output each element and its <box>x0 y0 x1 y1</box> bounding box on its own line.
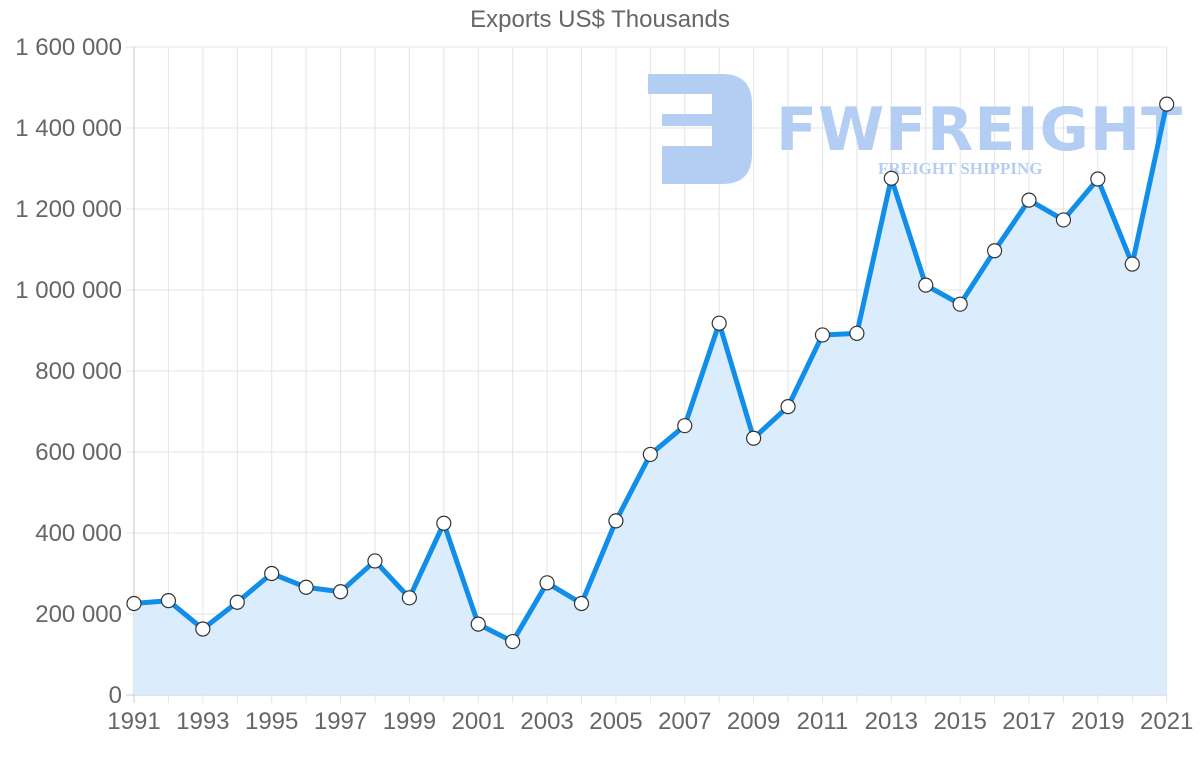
data-point-1993[interactable] <box>195 621 211 637</box>
data-point-1992[interactable] <box>160 593 177 609</box>
watermark-tagline: FREIGHT SHIPPING <box>878 159 1043 178</box>
watermark-brand: FWFREIGHT <box>776 95 1183 165</box>
data-point-2015[interactable] <box>952 296 968 312</box>
y-tick-label: 1 600 000 <box>15 34 122 61</box>
x-tick-label: 2015 <box>933 708 986 735</box>
data-point-1991[interactable] <box>126 595 142 612</box>
area-fill <box>134 104 1167 696</box>
data-point-2003[interactable] <box>539 575 555 591</box>
data-point-2007[interactable] <box>677 418 693 434</box>
data-point-2010[interactable] <box>780 399 796 415</box>
x-axis: 1991 1993 1995 1997 1999 2001 2003 2005 2007 2009… <box>107 708 1193 735</box>
x-tick-label: 2017 <box>1002 708 1055 735</box>
y-tick-label: 400 000 <box>35 520 122 547</box>
y-tick-label: 1 200 000 <box>15 196 122 223</box>
data-point-2000[interactable] <box>436 515 452 531</box>
data-point-2005[interactable] <box>608 513 624 529</box>
x-tick-label: 2011 <box>797 708 849 735</box>
x-tick-label: 2005 <box>589 708 642 735</box>
x-tick-label: 2007 <box>658 708 711 735</box>
data-point-2012[interactable] <box>849 325 865 341</box>
y-tick-label: 600 000 <box>35 439 122 466</box>
data-point-2011[interactable] <box>814 327 831 343</box>
logo-mark-icon <box>648 74 752 184</box>
data-point-2021[interactable] <box>1159 96 1175 112</box>
data-point-1994[interactable] <box>229 594 245 610</box>
data-point-1999[interactable] <box>401 590 417 606</box>
data-point-2017[interactable] <box>1021 192 1037 208</box>
x-tick-label: 1991 <box>107 708 160 735</box>
x-tick-label: 2019 <box>1071 708 1124 735</box>
y-tick-label: 1 400 000 <box>15 115 122 142</box>
data-point-1996[interactable] <box>298 579 314 595</box>
data-point-2014[interactable] <box>918 277 934 293</box>
data-point-2020[interactable] <box>1124 256 1140 272</box>
data-point-2008[interactable] <box>711 315 727 331</box>
x-tick-label: 2013 <box>865 708 918 735</box>
y-tick-label: 800 000 <box>35 358 122 385</box>
fwfreight-watermark-logo: FWFREIGHT FREIGHT SHIPPING <box>648 74 1183 184</box>
data-point-2001[interactable] <box>470 616 486 632</box>
y-tick-label: 200 000 <box>35 601 122 628</box>
chart-title: Exports US$ Thousands <box>470 6 730 33</box>
data-point-2019[interactable] <box>1090 171 1106 187</box>
data-point-2016[interactable] <box>986 243 1003 259</box>
data-point-2018[interactable] <box>1055 212 1072 228</box>
data-point-2004[interactable] <box>573 595 590 612</box>
data-point-1998[interactable] <box>367 553 383 569</box>
x-tick-label: 1997 <box>314 708 367 735</box>
x-tick-label: 2009 <box>727 708 780 735</box>
data-point-2002[interactable] <box>505 633 521 650</box>
x-tick-label: 1993 <box>176 708 229 735</box>
x-tick-label: 2021 <box>1140 708 1193 735</box>
data-point-1997[interactable] <box>332 584 349 600</box>
data-point-2009[interactable] <box>746 430 762 446</box>
x-tick-label: 2003 <box>520 708 573 735</box>
data-points <box>126 96 1175 650</box>
data-point-2013[interactable] <box>883 170 899 186</box>
x-tick-label: 1999 <box>383 708 436 735</box>
y-tick-label: 1 000 000 <box>15 277 122 304</box>
y-tick-label: 0 <box>109 682 122 709</box>
x-tick-label: 2001 <box>452 708 505 735</box>
y-axis: 0 200 000 400 000 600 000 800 000 1 000 000 1 … <box>15 34 122 709</box>
x-tick-label: 1995 <box>245 708 298 735</box>
data-point-2006[interactable] <box>642 446 658 463</box>
data-point-1995[interactable] <box>264 565 280 582</box>
